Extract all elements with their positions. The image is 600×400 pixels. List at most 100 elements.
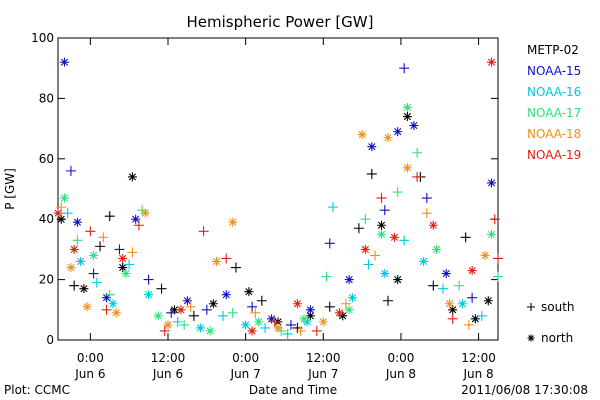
data-point <box>383 133 393 143</box>
data-point <box>76 256 86 266</box>
data-point <box>305 305 315 315</box>
data-point <box>72 235 83 246</box>
data-point <box>98 232 109 243</box>
data-point <box>273 323 283 333</box>
data-point <box>143 274 154 285</box>
data-point <box>247 326 257 336</box>
data-point <box>108 299 118 309</box>
data-point <box>402 112 412 122</box>
data-point <box>402 102 412 112</box>
data-point <box>393 127 403 137</box>
data-point <box>360 214 371 225</box>
data-point <box>409 121 419 131</box>
data-point <box>493 271 503 282</box>
marker-legend-symbol <box>527 303 535 311</box>
data-point <box>340 298 351 309</box>
data-point <box>59 193 69 203</box>
data-point <box>467 266 477 276</box>
data-point <box>95 241 106 252</box>
data-point <box>311 325 322 336</box>
legend-entry: NOAA-15 <box>527 64 581 78</box>
data-point <box>156 283 167 294</box>
data-point <box>444 299 454 309</box>
data-point <box>467 292 478 303</box>
x-axis-label: Date and Time <box>249 383 337 397</box>
y-tick-label: 20 <box>39 273 54 287</box>
data-point <box>480 250 490 260</box>
data-point <box>344 305 354 315</box>
data-point <box>66 263 76 273</box>
plot-frame <box>57 37 499 341</box>
y-tick-label: 60 <box>39 152 54 166</box>
x-tick-time-label: 12:00 <box>151 351 186 365</box>
data-point <box>487 229 497 239</box>
data-point <box>457 299 467 309</box>
data-point <box>140 208 150 218</box>
chart-title: Hemispheric Power [GW] <box>187 13 374 31</box>
data-point <box>344 275 354 285</box>
data-point <box>470 314 480 324</box>
data-point <box>412 147 423 158</box>
data-point <box>72 217 82 227</box>
data-point <box>256 295 267 306</box>
data-point <box>295 325 306 336</box>
data-point <box>321 271 332 282</box>
marker-legend-symbol <box>527 334 535 342</box>
data-point <box>102 293 112 303</box>
data-point <box>421 193 432 204</box>
data-point <box>363 259 374 270</box>
data-point <box>328 202 338 213</box>
data-point <box>269 316 280 327</box>
data-point <box>230 262 241 273</box>
footer-credit: Plot: CCMC <box>4 383 70 397</box>
data-point <box>347 293 357 303</box>
y-tick-label: 100 <box>31 31 54 45</box>
data-point <box>227 307 238 318</box>
data-point <box>163 320 173 330</box>
data-point <box>483 296 493 306</box>
data-point <box>179 319 190 330</box>
data-point <box>370 250 381 261</box>
data-point <box>144 290 154 300</box>
data-point <box>376 193 387 204</box>
data-point <box>56 214 66 224</box>
data-point <box>428 220 438 230</box>
data-point <box>260 322 271 333</box>
data-point <box>493 253 503 264</box>
x-tick-date-label: Jun 7 <box>230 367 261 381</box>
data-point <box>205 326 215 336</box>
data-point <box>334 308 344 318</box>
data-point <box>118 253 128 263</box>
data-point <box>118 263 128 273</box>
data-point <box>318 317 328 327</box>
data-point <box>282 328 293 339</box>
data-point <box>285 319 296 330</box>
data-point <box>421 208 432 219</box>
marker-legend-label: north <box>541 331 573 345</box>
data-point <box>241 320 251 330</box>
data-point <box>159 325 170 336</box>
legend-entry: NOAA-19 <box>527 148 581 162</box>
x-tick-time-label: 12:00 <box>306 351 341 365</box>
data-point <box>383 295 393 306</box>
data-point <box>357 130 367 140</box>
data-point <box>133 220 144 231</box>
data-point <box>91 277 102 288</box>
data-point <box>389 232 399 242</box>
x-tick-date-label: Jun 6 <box>74 367 105 381</box>
data-point <box>62 208 73 219</box>
data-point <box>392 187 403 198</box>
y-axis-ticks: 0 20 40 60 80 100 <box>31 31 498 347</box>
data-point <box>79 284 89 294</box>
data-point <box>188 310 199 321</box>
data-point <box>419 256 429 266</box>
data-point <box>438 283 448 294</box>
series-legend: METP-02 NOAA-15 NOAA-16 NOAA-17 NOAA-18 NOAA-… <box>527 43 581 162</box>
data-point <box>82 302 92 312</box>
x-axis-ticks: 0:00 Jun 6 12:00 Jun 6 0:00 Jun 7 12:00 Jun 7 0:… <box>74 38 496 381</box>
data-point <box>393 275 403 285</box>
data-point <box>127 172 137 182</box>
data-point <box>360 244 370 254</box>
data-points <box>53 57 503 339</box>
legend-entry: NOAA-16 <box>527 85 581 99</box>
